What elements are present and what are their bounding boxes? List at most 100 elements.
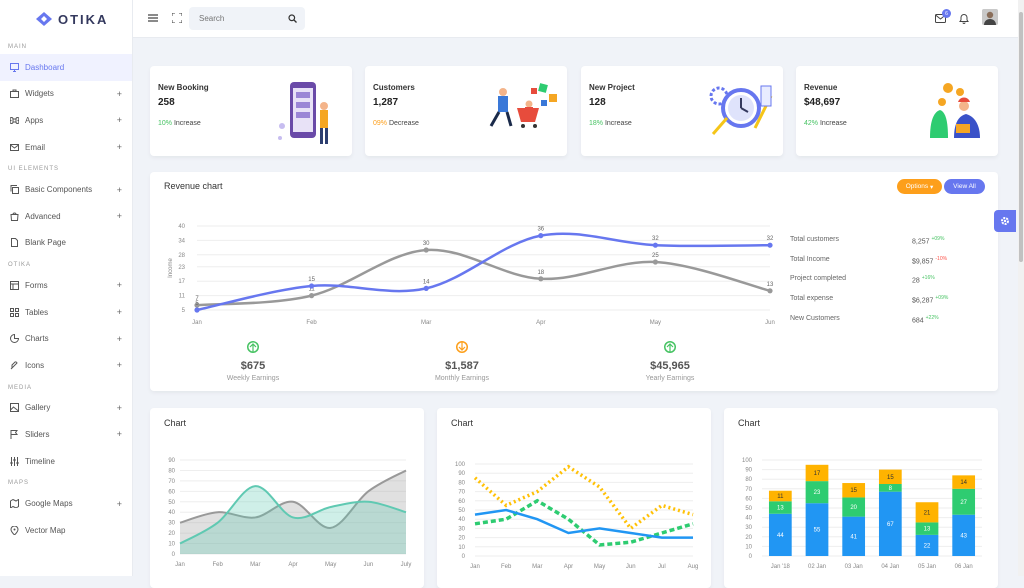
bar-label: 13 (777, 506, 784, 512)
area-chart: 0 10 20 30 40 50 60 70 80 90 Jan Feb Mar Apr May Jun Jul… (168, 458, 411, 568)
data-label: 14 (423, 279, 430, 285)
expand-plus-icon[interactable]: + (116, 184, 122, 195)
expand-plus-icon[interactable]: + (116, 498, 122, 509)
stat-change-label: Increase (604, 120, 632, 127)
summary-delta: +09% (931, 236, 945, 242)
summary-row: New Customers 684 +22% (790, 314, 990, 325)
sidebar-item-vector-map[interactable]: Vector Map (0, 517, 132, 544)
map-pin-icon (10, 525, 19, 535)
expand-plus-icon[interactable]: + (116, 360, 122, 371)
summary-delta: +09% (935, 295, 949, 302)
sidebar-item-dashboard[interactable]: Dashboard (0, 54, 132, 81)
stat-title: New Project (589, 83, 635, 92)
fullscreen-icon[interactable] (172, 13, 182, 23)
y-tick-label: 20 (458, 536, 465, 542)
options-button[interactable]: Options ▾ (897, 179, 942, 194)
sidebar-item-label: Vector Map (25, 525, 66, 535)
search-input[interactable] (189, 7, 305, 30)
view-all-button[interactable]: View All (944, 179, 985, 194)
scrollbar-thumb[interactable] (1019, 12, 1023, 262)
bell-icon[interactable] (959, 13, 969, 24)
sidebar-item-charts[interactable]: Charts + (0, 325, 132, 352)
y-tick-label: 50 (168, 500, 175, 506)
shopping-bag-icon (10, 212, 19, 221)
data-point (652, 259, 658, 265)
bar-label: 67 (887, 522, 894, 528)
x-tick-label: Jan '18 (771, 564, 791, 570)
sidebar-item-advanced[interactable]: Advanced + (0, 203, 132, 230)
booking-illustration (278, 82, 328, 144)
brand-logo[interactable]: OTIKA (0, 0, 132, 38)
y-tick-label: 80 (458, 480, 465, 486)
expand-plus-icon[interactable]: + (116, 88, 122, 99)
command-icon (10, 117, 19, 124)
x-tick-label: Mar (421, 320, 431, 326)
sidebar-section-header: OTIKA (8, 262, 32, 269)
data-point (767, 288, 773, 294)
sidebar-item-sliders[interactable]: Sliders + (0, 421, 132, 448)
bar-segment (878, 491, 902, 556)
sidebar-item-label: Timeline (25, 456, 55, 466)
chart-card-1: Chart 0 10 20 30 40 50 60 70 80 90 Jan Feb Mar Apr May… (150, 408, 424, 588)
view-all-label: View All (953, 183, 976, 190)
grid-icon (10, 307, 19, 317)
sidebar: OTIKA MAIN Dashboard Widgets + Apps + Email + UI… (0, 0, 133, 576)
sidebar-item-label: Google Maps (25, 499, 73, 509)
expand-plus-icon[interactable]: + (116, 142, 122, 153)
data-point (309, 283, 315, 289)
expand-plus-icon[interactable]: + (116, 402, 122, 413)
bar-label: 41 (850, 534, 857, 540)
sidebar-item-basic-components[interactable]: Basic Components + (0, 176, 132, 203)
avatar-image (982, 9, 998, 25)
sidebar-section-header: UI ELEMENTS (8, 166, 60, 173)
revenue-chart-title: Revenue chart (164, 181, 223, 191)
stat-change: 18% Increase (589, 120, 632, 127)
expand-plus-icon[interactable]: + (116, 429, 122, 440)
sidebar-item-tables[interactable]: Tables + (0, 299, 132, 326)
series-line (474, 498, 694, 547)
sidebar-item-widgets[interactable]: Widgets + (0, 81, 132, 108)
expand-plus-icon[interactable]: + (116, 307, 122, 318)
data-label: 30 (423, 241, 430, 247)
y-tick-label: 10 (458, 545, 465, 551)
data-label: 25 (652, 253, 659, 259)
sidebar-item-google-maps[interactable]: Google Maps + (0, 490, 132, 517)
data-point (538, 276, 544, 282)
sidebar-item-label: Charts (25, 334, 49, 344)
stat-value: 128 (589, 97, 606, 108)
sidebar-item-icons[interactable]: Icons + (0, 352, 132, 379)
sidebar-item-blank-page[interactable]: Blank Page (0, 230, 132, 257)
stat-card-revenue: Revenue $48,697 42% Increase (796, 66, 998, 156)
x-tick-label: Jun (626, 564, 636, 570)
sidebar-item-forms[interactable]: Forms + (0, 272, 132, 299)
summary-label: Total Income (790, 255, 830, 263)
flag-icon (10, 429, 18, 439)
page-scrollbar[interactable] (1018, 0, 1024, 576)
menu-toggle-icon[interactable] (148, 13, 158, 23)
data-label: 18 (537, 270, 544, 276)
user-avatar[interactable] (982, 9, 998, 25)
sidebar-item-timeline[interactable]: Timeline (0, 448, 132, 475)
y-tick-label: 10 (745, 544, 752, 550)
summary-value: $6,287 +09% (912, 295, 949, 305)
expand-plus-icon[interactable]: + (116, 333, 122, 344)
settings-gear-button[interactable] (994, 210, 1016, 232)
summary-value: 684 +22% (912, 314, 939, 325)
stat-title: New Booking (158, 83, 209, 92)
summary-delta: +16% (921, 275, 935, 282)
bar-segment (878, 484, 902, 492)
sidebar-item-email[interactable]: Email + (0, 134, 132, 161)
x-tick-label: 02 Jan (808, 564, 826, 570)
series-line (196, 232, 771, 312)
bar-label: 23 (814, 490, 821, 496)
expand-plus-icon[interactable]: + (116, 115, 122, 126)
expand-plus-icon[interactable]: + (116, 280, 122, 291)
briefcase-icon (10, 89, 19, 99)
expand-plus-icon[interactable]: + (116, 211, 122, 222)
logo-icon (36, 12, 52, 26)
search-icon[interactable] (288, 14, 297, 23)
sidebar-item-apps[interactable]: Apps + (0, 107, 132, 134)
x-tick-label: Apr (288, 562, 297, 568)
y-tick-label: 30 (168, 521, 175, 527)
sidebar-item-gallery[interactable]: Gallery + (0, 395, 132, 422)
